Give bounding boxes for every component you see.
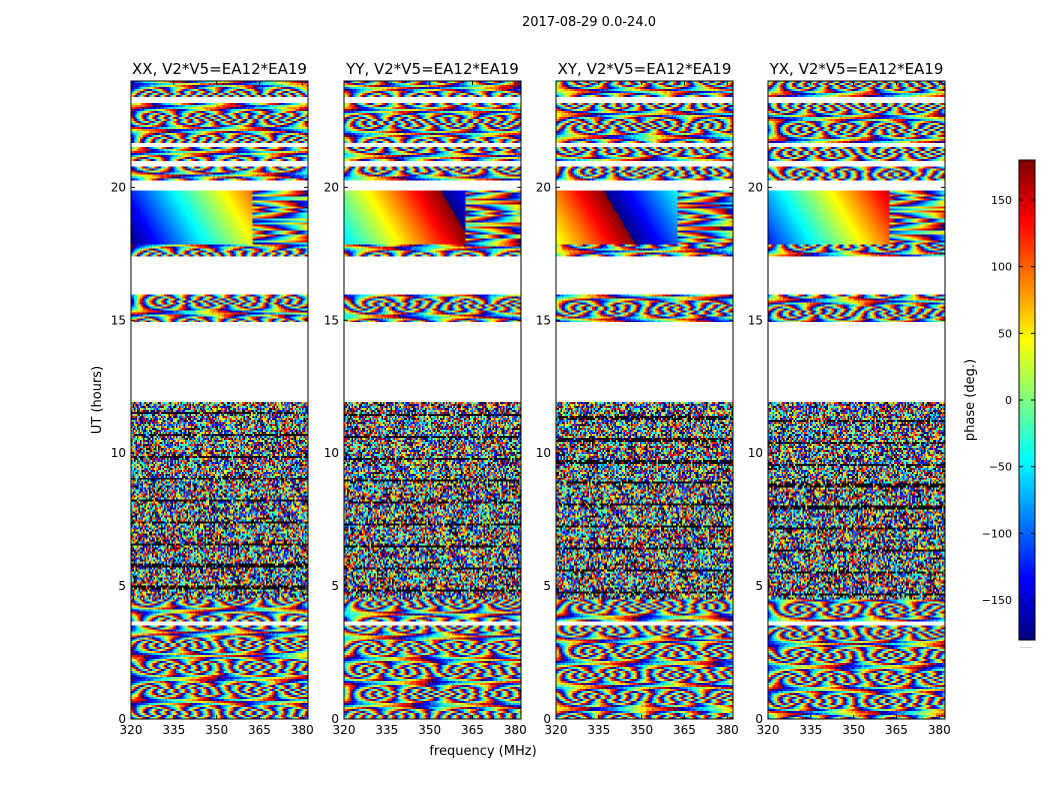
y-tick-label: 20: [748, 180, 763, 194]
y-tick-label: 5: [118, 579, 126, 593]
colorbar-tick-label: −50: [989, 461, 1012, 474]
x-tick-label: 380: [716, 723, 739, 737]
y-tick-label: 20: [324, 180, 339, 194]
colorbar-gradient: [1019, 160, 1035, 640]
colorbar-tick-label: 150: [991, 194, 1012, 207]
panels-group: XX, V2*V5=EA12*EA19 0 5 10 15 20 320 335 350 365 3…: [111, 60, 951, 737]
panel-xx: XX, V2*V5=EA12*EA19 0 5 10 15 20 320 335 350 365 3…: [111, 60, 314, 737]
y-tick-label: 0: [331, 712, 339, 726]
x-tick-label: 365: [673, 723, 696, 737]
panel-yx: YX, V2*V5=EA12*EA19 0 5 10 15 20 320 335 350 365 3…: [748, 60, 951, 737]
suptitle: 2017-08-29 0.0-24.0: [522, 15, 656, 30]
panel-yy: YY, V2*V5=EA12*EA19 0 5 10 15 20 320 335 350 365 3…: [324, 60, 527, 737]
x-tick-label: 380: [291, 723, 314, 737]
colorbar-tick-label: −150: [982, 594, 1012, 607]
y-tick-label: 10: [111, 446, 126, 460]
panel-frame: [130, 80, 309, 720]
x-tick-label: 380: [504, 723, 527, 737]
x-tick-label: 350: [842, 723, 865, 737]
y-axis-label: UT (hours): [90, 366, 105, 434]
panel-heatmap: [131, 81, 308, 719]
y-tick-label: 5: [543, 579, 551, 593]
y-tick-label: 10: [536, 446, 551, 460]
x-tick-label: 365: [461, 723, 484, 737]
x-tick-label: 350: [205, 723, 228, 737]
panel-title: YX, V2*V5=EA12*EA19: [769, 60, 944, 78]
colorbar-tick-dots: ......: [1020, 643, 1032, 650]
colorbar: 150 100 50 0 −50 −100 −150 phase (deg.) ......: [963, 159, 1036, 650]
panel-heatmap: [556, 81, 733, 719]
y-tick-label: 10: [324, 446, 339, 460]
panel-frame: [555, 80, 734, 720]
y-tick-label: 0: [755, 712, 763, 726]
x-axis-label: frequency (MHz): [429, 744, 536, 759]
y-tick-label: 5: [331, 579, 339, 593]
x-tick-label: 365: [885, 723, 908, 737]
x-tick-label: 335: [375, 723, 398, 737]
panel-xy: XY, V2*V5=EA12*EA19 0 5 10 15 20 320 335 350 365 3…: [536, 60, 739, 737]
y-tick-label: 15: [748, 313, 763, 327]
x-tick-label: 380: [928, 723, 951, 737]
panel-frame: [343, 80, 522, 720]
y-tick-label: 0: [118, 712, 126, 726]
y-tick-label: 20: [111, 180, 126, 194]
colorbar-tick-label: −100: [982, 527, 1012, 540]
x-tick-label: 350: [418, 723, 441, 737]
y-tick-label: 5: [755, 579, 763, 593]
panel-heatmap: [768, 81, 945, 719]
y-tick-label: 20: [536, 180, 551, 194]
panel-title: YY, V2*V5=EA12*EA19: [345, 60, 519, 78]
x-tick-label: 335: [162, 723, 185, 737]
colorbar-tick-label: 100: [991, 261, 1012, 274]
x-tick-label: 335: [587, 723, 610, 737]
x-tick-label: 335: [799, 723, 822, 737]
y-tick-label: 10: [748, 446, 763, 460]
y-tick-label: 15: [536, 313, 551, 327]
colorbar-tick-label: 0: [1005, 394, 1012, 407]
panel-title: XX, V2*V5=EA12*EA19: [132, 60, 307, 78]
y-tick-label: 15: [324, 313, 339, 327]
x-tick-label: 320: [333, 723, 356, 737]
y-tick-label: 0: [543, 712, 551, 726]
colorbar-tick-label: 50: [998, 327, 1012, 340]
x-tick-label: 320: [757, 723, 780, 737]
colorbar-label: phase (deg.): [963, 359, 978, 441]
panel-heatmap: [344, 81, 521, 719]
panel-title: XY, V2*V5=EA12*EA19: [558, 60, 732, 78]
panel-frame: [767, 80, 946, 720]
x-tick-label: 350: [630, 723, 653, 737]
x-tick-label: 320: [120, 723, 143, 737]
x-tick-label: 365: [248, 723, 271, 737]
x-tick-label: 320: [545, 723, 568, 737]
y-tick-label: 15: [111, 313, 126, 327]
